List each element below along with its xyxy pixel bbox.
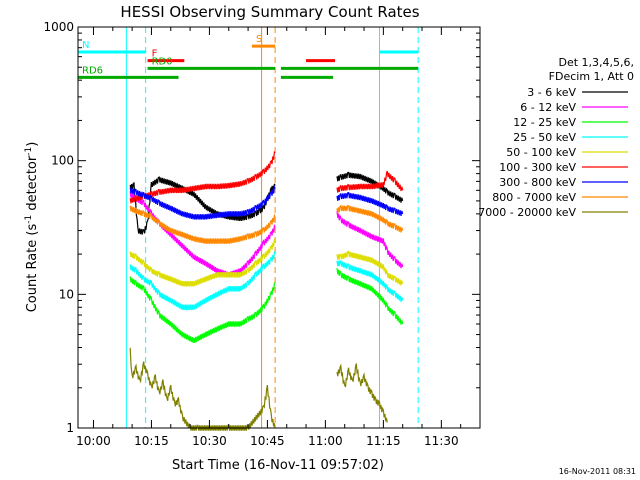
legend-entry-label: 300 - 800 keV: [499, 176, 576, 189]
series-line: [129, 205, 276, 244]
flag-label: RD0: [152, 56, 173, 67]
x-tick-label: 11:00: [308, 434, 343, 448]
flag-label: RD6: [82, 65, 103, 76]
flag-label: F: [152, 49, 158, 60]
series-line: [336, 211, 404, 269]
y-tick-label: 1: [66, 421, 74, 435]
legend-entry-label: 12 - 25 keV: [513, 116, 576, 129]
series-line: [336, 171, 404, 203]
x-tick-label: 11:15: [366, 434, 401, 448]
legend: Det 1,3,4,5,6,FDecim 1, Att 0 3 - 6 keV 6 …: [478, 56, 634, 219]
flag-label: N: [82, 40, 89, 51]
x-axis-label: Start Time (16-Nov-11 09:57:02): [172, 458, 384, 473]
x-tick-label: 10:30: [192, 434, 227, 448]
x-tick-label: 11:30: [424, 434, 459, 448]
x-tick-label: 10:00: [76, 434, 111, 448]
y-axis-label: Count Rate (s-1 detector-1): [24, 142, 40, 313]
flag-label: S: [256, 34, 262, 45]
y-label-end: ): [25, 142, 40, 147]
series-line: [336, 363, 388, 423]
chart-title: HESSI Observing Summary Count Rates: [120, 3, 419, 21]
x-tick-label: 10:15: [134, 434, 169, 448]
series-line: [129, 176, 276, 235]
series-line: [129, 238, 276, 287]
series-line: [336, 204, 404, 233]
series-line: [336, 260, 404, 302]
y-tick-label: 10: [59, 287, 74, 301]
series-line: [336, 170, 404, 193]
series-line: [129, 276, 276, 344]
y-label-mid: detector: [25, 155, 40, 215]
series-line: [129, 250, 276, 311]
legend-entry-label: 7000 - 20000 keV: [478, 206, 576, 219]
legend-entry-label: 6 - 12 keV: [520, 101, 576, 114]
x-tick-label: 10:45: [250, 434, 285, 448]
series-line: [336, 192, 404, 216]
plot-frame: [77, 26, 481, 429]
legend-header: FDecim 1, Att 0: [549, 70, 634, 83]
y-label-main: Count Rate (s: [25, 224, 40, 313]
series-line: [129, 184, 276, 220]
series-line: [336, 268, 404, 325]
series-line: [336, 250, 404, 286]
legend-entry-label: 25 - 50 keV: [513, 131, 576, 144]
timestamp: 16-Nov-2011 08:31: [559, 467, 636, 476]
legend-entry-label: 50 - 100 keV: [506, 146, 576, 159]
series-line: [129, 191, 276, 278]
y-label-sup-2: -1: [24, 147, 34, 156]
legend-header: Det 1,3,4,5,6,: [558, 56, 634, 69]
legend-entry-label: 100 - 300 keV: [499, 161, 576, 174]
y-label-sup-1: -1: [24, 215, 34, 224]
axes: 10:00 10:15 10:30 10:45 11:00 11:15 11:30 1 10 10…: [43, 20, 481, 448]
legend-entry-label: 3 - 6 keV: [527, 86, 576, 99]
legend-entry-label: 800 - 7000 keV: [492, 191, 576, 204]
y-tick-label: 100: [51, 154, 74, 168]
series-line: [129, 151, 276, 204]
y-tick-label: 1000: [43, 20, 74, 34]
